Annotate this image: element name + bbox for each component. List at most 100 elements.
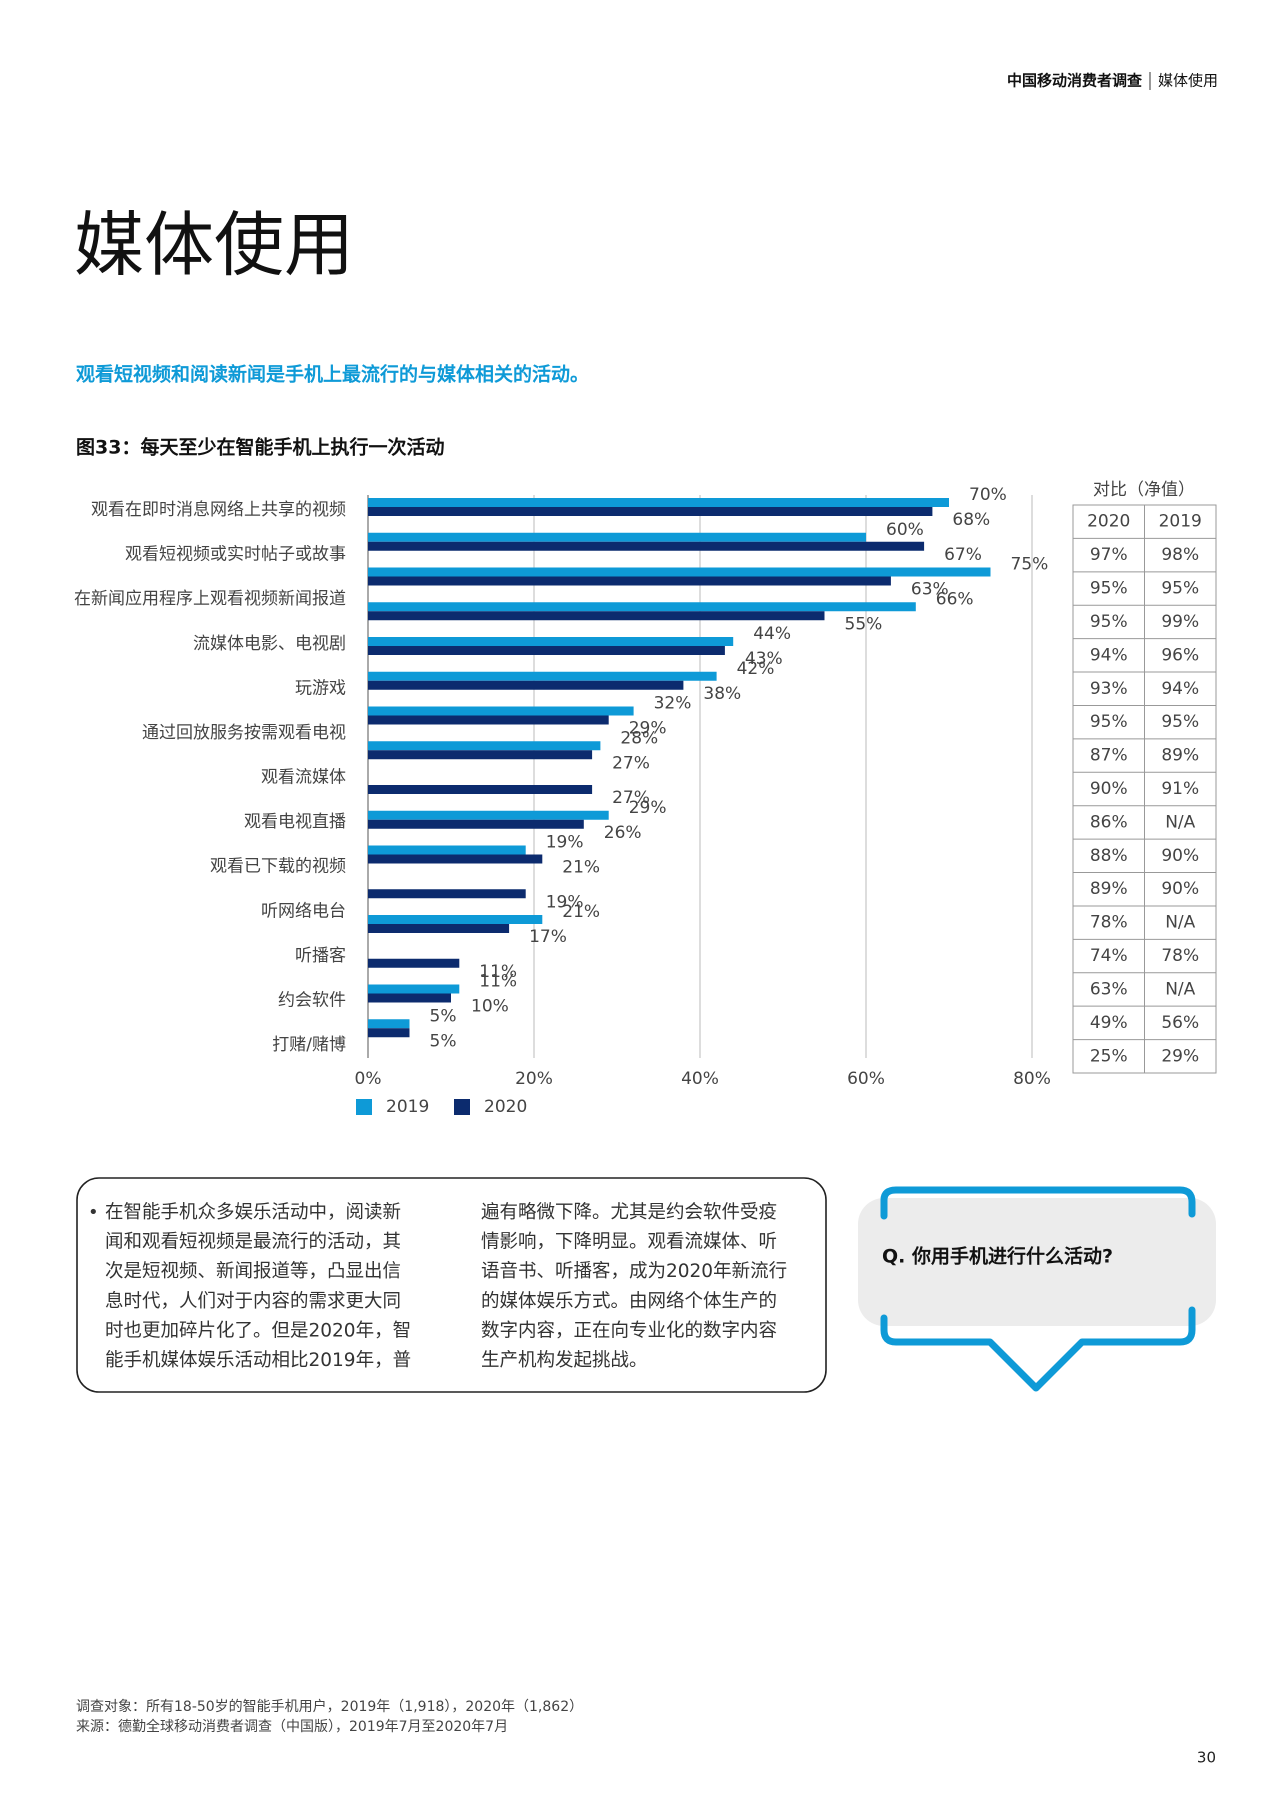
value-label: 19% — [546, 892, 584, 912]
table-cell: 90% — [1090, 779, 1128, 799]
category-label: 观看在即时消息网络上共享的视频 — [91, 500, 346, 520]
category-label: 打赌/赌博 — [272, 1035, 346, 1055]
header-section: 中国移动消费者调查 — [1007, 72, 1143, 90]
bar — [368, 993, 451, 1003]
body-text: 遍有略微下降。尤其是约会软件受疫 — [481, 1202, 777, 1223]
value-label: 29% — [629, 798, 667, 818]
table-cell: 95% — [1161, 579, 1199, 599]
table-cell: 90% — [1161, 879, 1199, 899]
body-text: 能手机媒体娱乐活动相比2019年，普 — [105, 1350, 411, 1371]
chart-title: 图33：每天至少在智能手机上执行一次活动 — [76, 436, 444, 459]
table-cell: 87% — [1090, 746, 1128, 766]
table-cell: 89% — [1090, 879, 1128, 899]
body-text: 数字内容，正在向专业化的数字内容 — [481, 1320, 777, 1341]
table-cell: N/A — [1165, 979, 1195, 999]
body-text: 生产机构发起挑战。 — [481, 1350, 648, 1371]
value-label: 32% — [654, 694, 692, 714]
bar — [368, 810, 609, 820]
legend-swatch — [454, 1099, 470, 1115]
x-tick-label: 0% — [355, 1069, 382, 1089]
table-cell: N/A — [1165, 913, 1195, 933]
bar — [368, 706, 634, 716]
footnote: 调查对象：所有18-50岁的智能手机用户，2019年（1,918），2020年（… — [76, 1698, 583, 1715]
x-tick-label: 80% — [1013, 1069, 1051, 1089]
value-label: 5% — [430, 1031, 457, 1051]
footnote: 来源：德勤全球移动消费者调查（中国版），2019年7月至2020年7月 — [76, 1718, 508, 1735]
table-cell: 78% — [1161, 946, 1199, 966]
value-label: 28% — [620, 728, 658, 748]
category-label: 观看已下载的视频 — [210, 857, 346, 877]
value-label: 27% — [612, 788, 650, 808]
bar — [368, 845, 526, 855]
legend-label: 2019 — [386, 1097, 429, 1117]
body-text: 息时代，人们对于内容的需求更大同 — [105, 1291, 401, 1312]
body-text: 的媒体娱乐方式。由网络个体生产的 — [481, 1291, 777, 1312]
bar — [368, 741, 601, 751]
value-label: 60% — [886, 520, 924, 540]
bar — [368, 646, 725, 655]
value-label: 67% — [944, 545, 982, 565]
table-cell: 74% — [1090, 946, 1128, 966]
table-cell: 29% — [1161, 1046, 1199, 1066]
value-label: 63% — [911, 580, 949, 600]
table-cell: 63% — [1090, 979, 1128, 999]
body-text: 次是短视频、新闻报道等，凸显出信 — [105, 1261, 401, 1282]
table-cell: 95% — [1161, 712, 1199, 732]
value-label: 55% — [845, 614, 883, 634]
body-text: 在智能手机众多娱乐活动中，阅读新 — [105, 1202, 401, 1223]
bar — [368, 602, 916, 612]
bar — [368, 541, 925, 551]
table-cell: 89% — [1161, 746, 1199, 766]
value-label: 19% — [546, 833, 584, 853]
legend-label: 2020 — [484, 1097, 527, 1117]
bar — [368, 498, 949, 507]
table-cell: 94% — [1090, 645, 1128, 665]
table-cell: 95% — [1090, 579, 1128, 599]
x-tick-label: 20% — [515, 1069, 553, 1089]
category-label: 听网络电台 — [261, 901, 346, 921]
bubble-bracket-top — [880, 1186, 1196, 1220]
category-label: 观看电视直播 — [244, 812, 346, 832]
body-text: 时也更加碎片化了。但是2020年，智 — [105, 1320, 411, 1341]
bar — [368, 1019, 410, 1029]
text-box-frame — [76, 1177, 827, 1393]
bar — [368, 924, 510, 933]
value-label: 38% — [703, 684, 741, 704]
value-label: 75% — [1011, 555, 1049, 575]
subtitle: 观看短视频和阅读新闻是手机上最流行的与媒体相关的活动。 — [76, 363, 589, 386]
table-cell: 99% — [1161, 612, 1199, 632]
table-cell: 95% — [1090, 612, 1128, 632]
x-tick-label: 40% — [681, 1069, 719, 1089]
table-header: 2019 — [1159, 512, 1202, 532]
table-title: 对比（净值） — [1093, 480, 1195, 500]
bar — [368, 671, 717, 681]
value-label: 66% — [936, 589, 974, 609]
category-label: 听播客 — [295, 946, 346, 966]
value-label: 44% — [753, 624, 791, 644]
value-label: 17% — [529, 927, 567, 947]
question-bubble: Q. 你用手机进行什么活动? — [858, 1186, 1216, 1392]
category-label: 观看流媒体 — [261, 768, 346, 788]
bar — [368, 1028, 410, 1038]
bubble-body — [858, 1198, 1216, 1326]
bar — [368, 507, 933, 516]
bar — [368, 750, 593, 760]
category-label: 玩游戏 — [295, 678, 346, 698]
legend-swatch — [356, 1099, 372, 1115]
table-cell: 94% — [1161, 679, 1199, 699]
bar — [368, 680, 684, 690]
bar — [368, 819, 584, 829]
value-label: 21% — [562, 902, 600, 922]
table-cell: 78% — [1090, 913, 1128, 933]
table-cell: 49% — [1090, 1013, 1128, 1033]
table-header: 2020 — [1087, 512, 1130, 532]
table-cell: 96% — [1161, 645, 1199, 665]
bar — [368, 958, 460, 968]
value-label: 11% — [479, 972, 517, 992]
bar — [368, 785, 593, 794]
bullet: • — [88, 1202, 99, 1223]
category-label: 在新闻应用程序上观看视频新闻报道 — [74, 589, 346, 609]
value-label: 26% — [604, 823, 642, 843]
table-cell: 90% — [1161, 846, 1199, 866]
